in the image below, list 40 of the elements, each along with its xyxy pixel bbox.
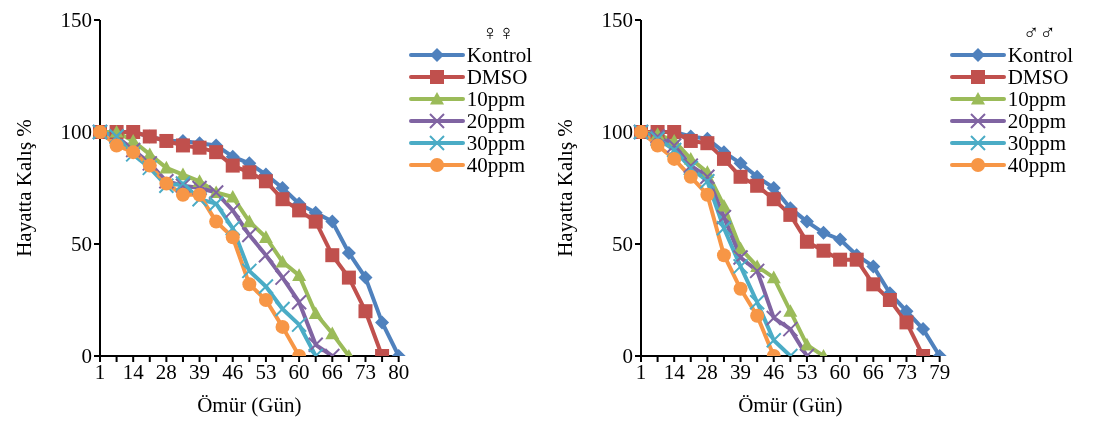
y-tick-label: 0 — [622, 344, 633, 369]
x-axis-title: Ömür (Gün) — [197, 393, 302, 417]
legend-label: Kontrol — [1007, 43, 1073, 67]
y-tick-label: 100 — [601, 120, 633, 145]
x-tick-label: 60 — [288, 359, 310, 384]
legend-label: DMSO — [466, 65, 528, 89]
x-tick-label: 14 — [663, 359, 686, 384]
x-tick-label: 28 — [696, 359, 718, 384]
legend-label: 10ppm — [466, 87, 526, 111]
y-tick-label: 100 — [60, 120, 92, 145]
x-tick-label: 80 — [388, 359, 410, 384]
x-tick-label: 79 — [929, 359, 951, 384]
y-tick-label: 0 — [81, 344, 92, 369]
legend-label: Kontrol — [466, 43, 532, 67]
x-axis-title: Ömür (Gün) — [738, 393, 843, 417]
y-axis-title: Hayatta Kalış % — [553, 119, 578, 257]
x-tick-label: 14 — [122, 359, 145, 384]
legend-label: DMSO — [1007, 65, 1069, 89]
y-axis-title: Hayatta Kalış % — [12, 119, 37, 257]
x-tick-label: 46 — [763, 359, 785, 384]
x-tick-label: 53 — [255, 359, 277, 384]
y-tick-label: 50 — [612, 232, 633, 257]
x-tick-label: 39 — [189, 359, 211, 384]
legend-title: ♂♂ — [1021, 20, 1057, 45]
x-tick-label: 66 — [321, 359, 343, 384]
x-tick-label: 28 — [155, 359, 177, 384]
legend-title: ♀♀ — [480, 20, 516, 45]
y-tick-label: 150 — [601, 8, 633, 33]
legend-label: 10ppm — [1007, 87, 1067, 111]
x-tick-label: 53 — [796, 359, 818, 384]
y-tick-label: 150 — [60, 8, 92, 33]
x-tick-label: 1 — [635, 359, 647, 384]
x-tick-label: 73 — [354, 359, 376, 384]
x-tick-label: 73 — [895, 359, 917, 384]
x-tick-label: 60 — [829, 359, 851, 384]
x-tick-label: 46 — [222, 359, 244, 384]
x-tick-label: 39 — [730, 359, 752, 384]
x-tick-label: 1 — [94, 359, 106, 384]
y-tick-label: 50 — [71, 232, 92, 257]
x-tick-label: 66 — [862, 359, 884, 384]
